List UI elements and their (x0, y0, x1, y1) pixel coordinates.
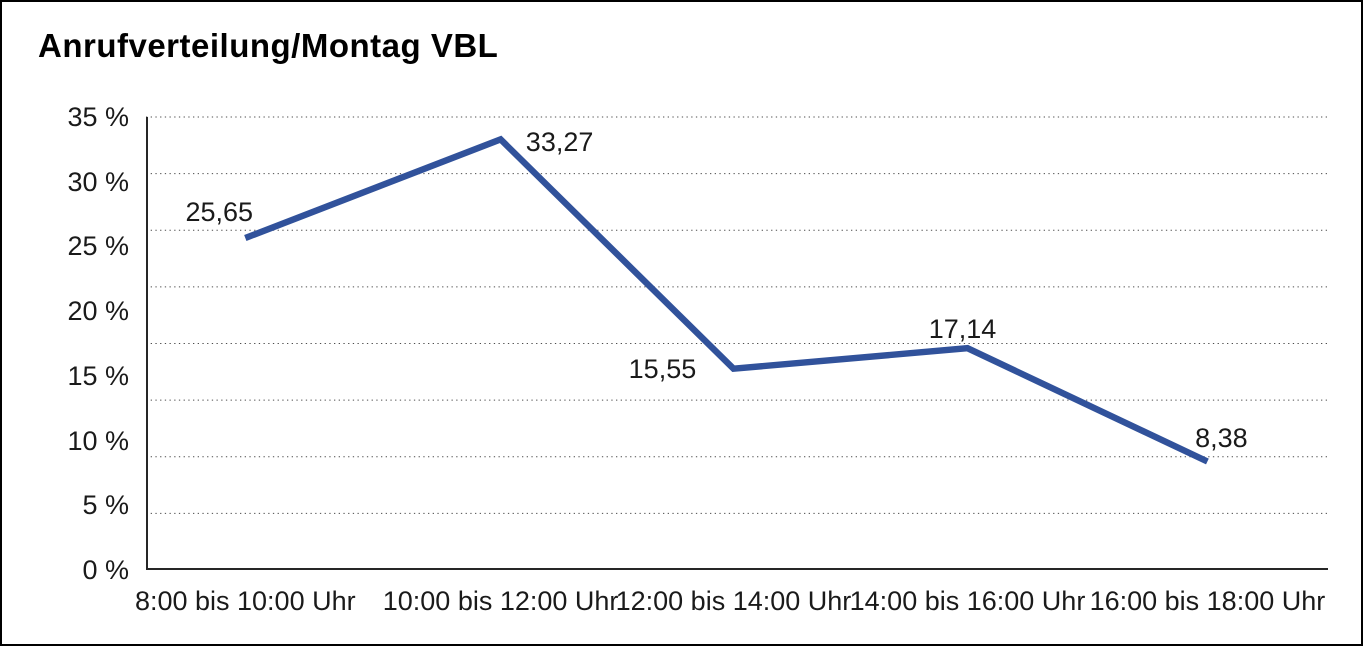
line-chart-plot-area (146, 116, 1328, 570)
x-category-label: 12:00 bis 14:00 Uhr (615, 586, 852, 616)
x-category-label: 14:00 bis 16:00 Uhr (849, 586, 1086, 616)
data-point-label: 33,27 (525, 127, 594, 158)
y-tick-label: 10 % (67, 425, 129, 456)
y-tick-label: 20 % (67, 296, 129, 327)
data-point-label: 17,14 (928, 314, 997, 345)
y-tick-label: 30 % (67, 166, 129, 197)
y-tick-label: 35 % (67, 102, 129, 132)
data-point-label: 8,38 (1195, 422, 1248, 453)
x-category-label: 8:00 bis 10:00 Uhr (134, 586, 356, 616)
data-point-label: 25,65 (185, 197, 254, 228)
data-point-label: 15,55 (628, 353, 697, 384)
series-line (244, 135, 1209, 465)
chart-title: Anrufverteilung/Montag VBL (38, 27, 499, 64)
y-tick-label: 0 % (82, 555, 129, 585)
x-category-label: 16:00 bis 18:00 Uhr (1089, 586, 1326, 616)
y-tick-label: 15 % (67, 360, 129, 391)
y-tick-label: 25 % (67, 231, 129, 262)
y-tick-label: 5 % (82, 490, 129, 521)
x-category-label: 10:00 bis 12:00 Uhr (382, 586, 619, 616)
